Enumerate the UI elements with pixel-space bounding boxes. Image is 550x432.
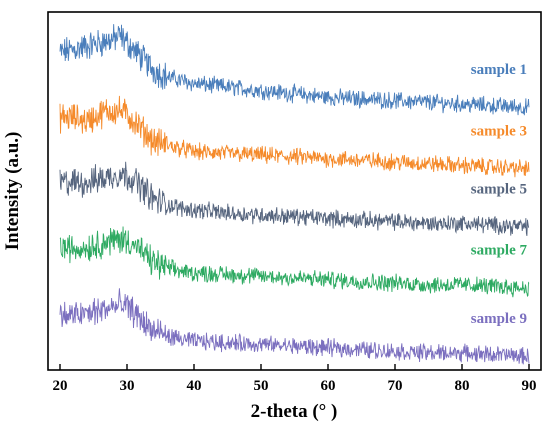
x-axis: 20 30 40 50 60 70 80 90	[53, 364, 537, 394]
series-line	[59, 226, 530, 298]
x-tick-label: 30	[120, 378, 135, 394]
series-sample-5: sample 5	[59, 161, 530, 236]
series-label: sample 7	[471, 243, 528, 259]
series-line	[59, 161, 530, 236]
x-tick-label: 50	[254, 378, 269, 394]
series-layer: sample 1 sample 3 sample 5 sample 7 sample 9	[59, 24, 530, 365]
series-line	[59, 24, 530, 116]
plot-frame	[47, 11, 542, 371]
series-sample-1: sample 1	[59, 24, 530, 116]
series-label: sample 5	[471, 181, 527, 197]
x-tick-label: 60	[321, 378, 336, 394]
series-label: sample 9	[471, 311, 527, 327]
series-label: sample 3	[471, 123, 527, 139]
x-tick-label: 20	[53, 378, 68, 394]
x-axis-label: 2-theta (° )	[251, 401, 338, 422]
series-sample-7: sample 7	[59, 226, 530, 298]
series-sample-9: sample 9	[59, 288, 530, 365]
series-line	[59, 288, 530, 365]
y-axis-label: Intensity (a.u.)	[2, 132, 23, 251]
x-tick-label: 70	[388, 378, 403, 394]
x-tick-label: 40	[187, 378, 202, 394]
x-tick-label: 80	[455, 378, 470, 394]
x-tick-label: 90	[522, 378, 537, 394]
series-line	[59, 95, 530, 178]
series-label: sample 1	[471, 62, 527, 78]
series-sample-3: sample 3	[59, 95, 530, 178]
